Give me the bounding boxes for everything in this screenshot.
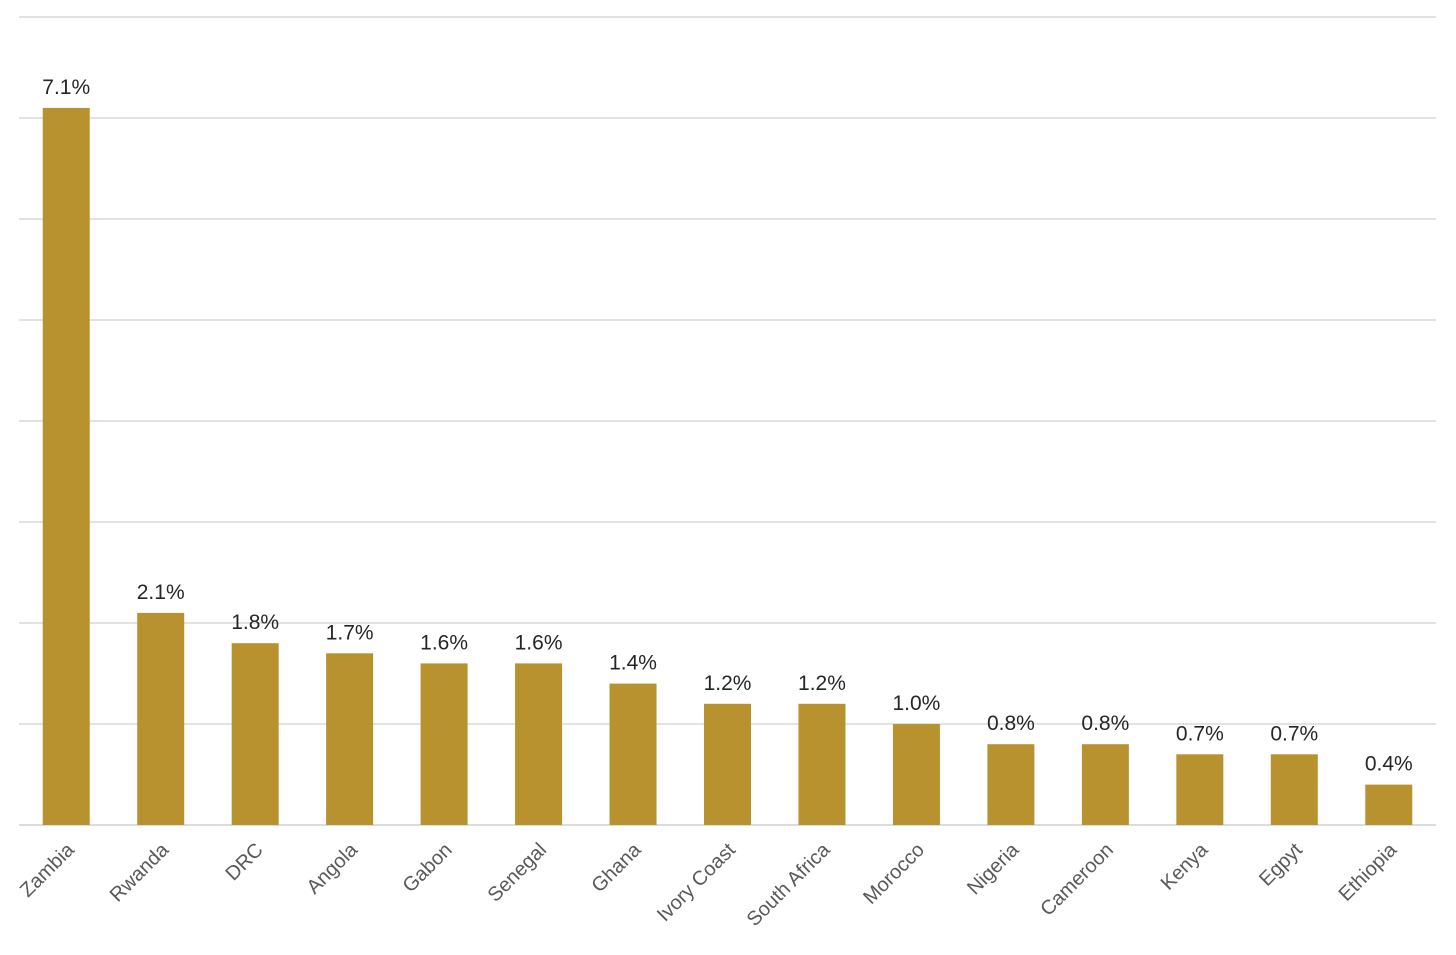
bar-ghana <box>609 683 657 825</box>
x-tick-label: Kenya <box>1157 838 1213 894</box>
data-label: 7.1% <box>42 76 90 99</box>
x-tick-label: Gabon <box>399 839 457 897</box>
data-label: 1.0% <box>892 692 940 715</box>
bar-angola <box>326 653 374 825</box>
x-tick-label: Senegal <box>484 839 551 906</box>
bars <box>42 107 1413 825</box>
data-label: 1.2% <box>704 672 752 695</box>
bar-egpyt <box>1270 754 1318 825</box>
bar-cameroon <box>1081 744 1129 825</box>
bar-nigeria <box>987 744 1035 825</box>
x-tick-label: DRC <box>221 839 267 885</box>
x-tick-label: Angola <box>303 838 363 898</box>
x-tick-label: Ethiopia <box>1335 838 1402 905</box>
bar-ethiopia <box>1365 784 1413 825</box>
bar-south-africa <box>798 703 846 825</box>
data-label: 0.4% <box>1365 753 1413 776</box>
x-tick-label: South Africa <box>743 838 835 930</box>
data-label: 1.6% <box>420 631 468 654</box>
x-tick-label: Egpyt <box>1255 839 1307 891</box>
data-label: 0.8% <box>987 712 1035 735</box>
data-label: 2.1% <box>137 581 185 604</box>
data-label: 1.8% <box>231 611 279 634</box>
bar-zambia <box>42 107 90 825</box>
data-label: 1.4% <box>609 652 657 675</box>
bar-morocco <box>892 724 940 825</box>
data-labels: 7.1% 2.1% 1.8% 1.7% 1.6% 1.6% 1.4% 1.2% 1.2% 1.0%… <box>42 76 1412 776</box>
bar-drc <box>231 643 279 825</box>
data-label: 0.7% <box>1176 722 1224 745</box>
data-label: 1.2% <box>798 672 846 695</box>
bar-rwanda <box>137 612 185 825</box>
bar-gabon <box>420 663 468 825</box>
x-tick-label: Cameroon <box>1036 839 1118 921</box>
x-tick-label: Morocco <box>859 839 929 909</box>
x-tick-label: Ghana <box>588 838 647 897</box>
data-label: 1.7% <box>326 621 374 644</box>
data-label: 0.7% <box>1270 722 1318 745</box>
x-tick-label: Zambia <box>16 838 79 901</box>
x-tick-label: Ivory Coast <box>653 839 740 926</box>
data-label: 0.8% <box>1081 712 1129 735</box>
bar-kenya <box>1176 754 1224 825</box>
x-tick-label: Nigeria <box>963 838 1024 899</box>
bar-ivory-coast <box>704 703 751 825</box>
data-label: 1.6% <box>515 631 563 654</box>
bar-senegal <box>515 663 563 825</box>
x-tick-labels: Zambia Rwanda DRC Angola Gabon Senegal Ghana Iv… <box>16 838 1402 930</box>
x-tick-label: Rwanda <box>106 838 174 906</box>
